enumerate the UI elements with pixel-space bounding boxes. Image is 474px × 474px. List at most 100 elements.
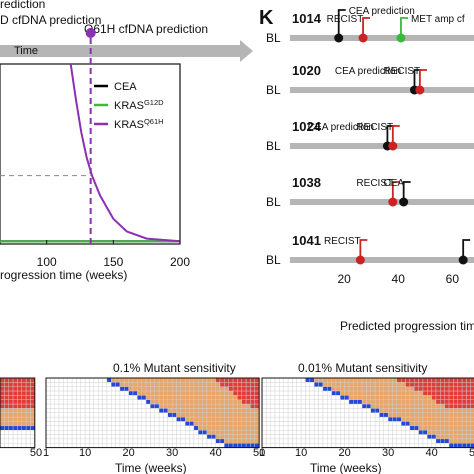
heatmap-cell <box>4 438 9 444</box>
heatmap-cell <box>279 412 284 418</box>
heatmap-cell <box>444 399 450 405</box>
heatmap-cell <box>270 425 276 431</box>
heatmap-cell <box>361 443 367 448</box>
heatmap-cell <box>154 425 160 431</box>
heatmap-cell <box>8 395 14 400</box>
heatmap-cell <box>21 382 27 387</box>
heatmap-cell <box>466 434 472 440</box>
heatmap-cell <box>0 377 5 383</box>
event-label: RECIST <box>356 178 393 189</box>
heatmap-cell <box>215 395 221 400</box>
heatmap-cell <box>141 403 147 409</box>
heatmap-cell <box>158 403 164 409</box>
heatmap-cell <box>335 399 341 405</box>
heatmap-cell <box>344 403 350 409</box>
heatmap-cell <box>80 390 86 396</box>
heatmap-cell <box>440 403 445 409</box>
heatmap-cell <box>370 421 376 427</box>
heatmap-cell <box>180 382 186 387</box>
heatmap-cell <box>444 408 450 414</box>
heatmap-cell <box>171 399 177 405</box>
heatmap-cell <box>279 425 284 431</box>
heatmap-cell <box>322 403 328 409</box>
heatmap-cell <box>4 386 9 392</box>
heatmap-cell <box>279 390 284 396</box>
heatmap-cell <box>318 430 324 435</box>
heatmap-cell <box>180 390 186 396</box>
heatmap-cell <box>211 416 216 422</box>
heatmap-cell <box>335 382 341 387</box>
heatmap-cell <box>198 421 203 427</box>
heatmap-cell <box>250 421 255 427</box>
heatmap-cell <box>30 412 36 418</box>
heatmap-cell <box>292 434 298 440</box>
heatmap-cell <box>102 390 108 396</box>
heatmap-cell <box>232 421 238 427</box>
heatmap-cell <box>427 430 432 435</box>
heatmap-cell <box>414 395 419 400</box>
heatmap-cell <box>158 430 164 435</box>
event-leader-line <box>359 239 368 260</box>
heatmap-cell <box>327 430 332 435</box>
heatmap-cell <box>366 438 371 444</box>
heatmap-cell <box>457 399 463 405</box>
heatmap-cell <box>266 416 271 422</box>
heatmap-cell <box>119 377 125 383</box>
heatmap-cell <box>440 416 445 422</box>
heatmap-cell <box>145 416 151 422</box>
heatmap-cell <box>357 425 363 431</box>
heatmap-cell <box>274 421 280 427</box>
heatmap-cell <box>141 395 147 400</box>
heatmap-cell <box>335 425 341 431</box>
heatmap-cell <box>266 408 271 414</box>
heatmap-cell <box>453 399 458 405</box>
heatmap-x-label-1: Time (weeks) <box>115 461 187 474</box>
heatmap-cell <box>163 403 168 409</box>
heatmap-cell <box>158 395 164 400</box>
heatmap-cell <box>80 399 86 405</box>
heatmap-cell <box>309 382 315 387</box>
heatmap-cell <box>383 395 389 400</box>
heatmap-cell <box>440 430 445 435</box>
heatmap-cell <box>54 434 60 440</box>
heatmap-cell <box>206 434 212 440</box>
heatmap-cell <box>405 412 411 418</box>
heatmap-cell <box>25 377 31 383</box>
heatmap-cell <box>154 434 160 440</box>
heatmap-cell <box>361 382 367 387</box>
heatmap-cell <box>409 408 415 414</box>
heatmap-cell <box>89 434 95 440</box>
heatmap-cell <box>150 430 155 435</box>
heatmap-cell <box>50 399 55 405</box>
heatmap-cell <box>274 399 280 405</box>
heatmap-cell <box>309 412 315 418</box>
heatmap-cell <box>448 425 454 431</box>
heatmap-cell <box>422 399 428 405</box>
heatmap-cell <box>102 434 108 440</box>
heatmap-cell <box>353 403 358 409</box>
heatmap-cell <box>184 416 190 422</box>
timeline-bar <box>290 143 474 149</box>
heatmap-cell <box>67 377 73 383</box>
event-label: CEA prediction <box>335 66 401 77</box>
heatmap-cell <box>80 412 86 418</box>
heatmap-cell <box>193 425 199 431</box>
event-label: CEA prediction <box>308 122 374 133</box>
heatmap-cell <box>270 382 276 387</box>
heatmap-cell <box>357 403 363 409</box>
heatmap-cell <box>63 390 68 396</box>
event-leader-line <box>391 181 400 202</box>
heatmap-cell <box>219 434 225 440</box>
heatmap-cell <box>296 386 302 392</box>
heatmap-cell <box>232 443 238 448</box>
heatmap-cell <box>344 412 350 418</box>
heatmap-cell <box>266 421 271 427</box>
heatmap-cell <box>379 421 385 427</box>
heatmap-cell <box>409 430 415 435</box>
heatmap-cell <box>8 390 14 396</box>
heatmap-cell <box>80 377 86 383</box>
heatmap-cell <box>193 395 199 400</box>
heatmap-cell <box>132 386 138 392</box>
heatmap-cell <box>25 412 31 418</box>
